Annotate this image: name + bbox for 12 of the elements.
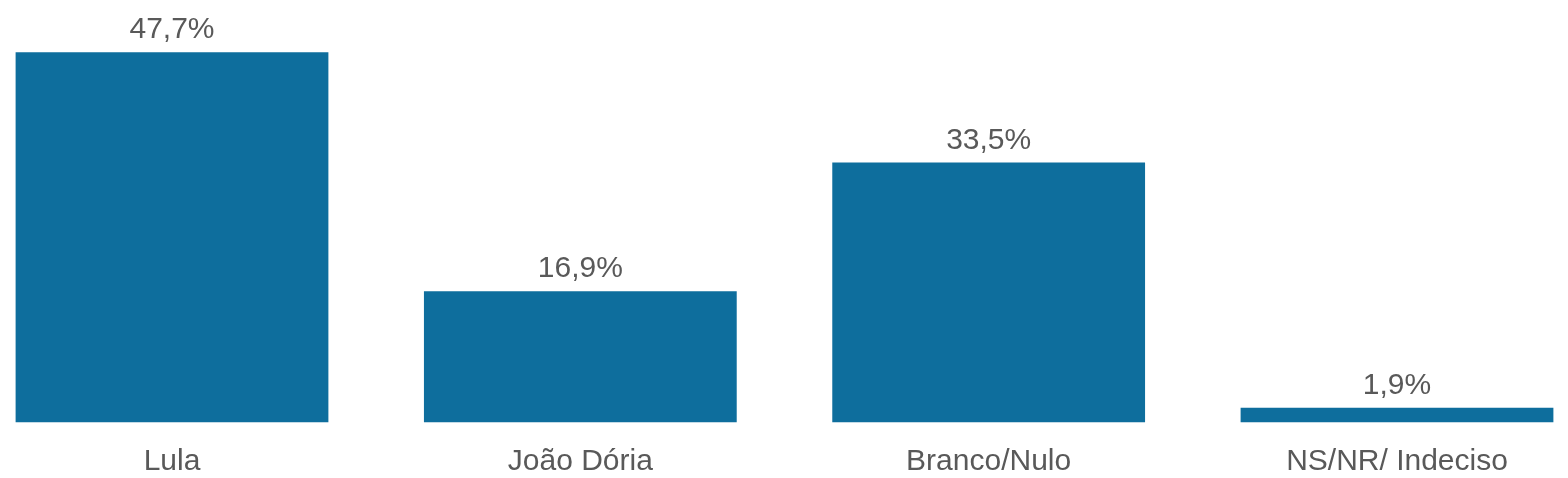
data-label: 16,9%	[537, 250, 623, 284]
x-tick-label: João Dória	[507, 442, 654, 476]
x-tick-label: Branco/Nulo	[906, 442, 1072, 476]
data-label: 47,7%	[129, 11, 215, 45]
bar	[832, 162, 1146, 423]
bar	[423, 291, 737, 423]
data-label: 1,9%	[1362, 366, 1432, 400]
bar	[1240, 407, 1554, 423]
bar	[15, 52, 329, 423]
data-label: 33,5%	[946, 121, 1032, 155]
x-tick-label: Lula	[143, 442, 201, 476]
x-tick-label: NS/NR/ Indeciso	[1286, 442, 1508, 476]
